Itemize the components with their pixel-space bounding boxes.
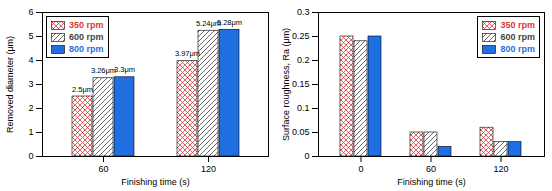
svg-text:1: 1 xyxy=(28,127,33,137)
svg-text:120: 120 xyxy=(201,164,216,174)
svg-text:0: 0 xyxy=(304,151,309,161)
svg-text:0: 0 xyxy=(358,164,363,174)
svg-text:60: 60 xyxy=(98,164,108,174)
svg-text:5: 5 xyxy=(28,31,33,41)
svg-text:0.15: 0.15 xyxy=(292,79,310,89)
svg-text:3.97μm: 3.97μm xyxy=(175,49,200,58)
html-text:350 rpm: 350 rpm xyxy=(69,20,104,30)
html-text:600 rpm: 600 rpm xyxy=(500,32,535,42)
svg-text:0: 0 xyxy=(28,151,33,161)
svg-text:Finishing time (s): Finishing time (s) xyxy=(397,177,466,187)
svg-text:60: 60 xyxy=(426,164,436,174)
svg-text:0.25: 0.25 xyxy=(292,31,310,41)
svg-text:6: 6 xyxy=(28,7,33,17)
svg-text:3.26μm: 3.26μm xyxy=(91,66,116,75)
html-text:800 rpm: 800 rpm xyxy=(500,44,535,54)
svg-text:3.3μm: 3.3μm xyxy=(114,65,135,74)
svg-text:0.05: 0.05 xyxy=(292,127,310,137)
svg-text:0.3: 0.3 xyxy=(297,7,310,17)
svg-text:3: 3 xyxy=(28,79,33,89)
svg-text:Removed diameter (μm): Removed diameter (μm) xyxy=(5,36,15,133)
html-text:600 rpm: 600 rpm xyxy=(69,32,104,42)
svg-text:4: 4 xyxy=(28,55,33,65)
svg-text:2.5μm: 2.5μm xyxy=(72,85,93,94)
svg-text:120: 120 xyxy=(493,164,508,174)
html-text:800 rpm: 800 rpm xyxy=(69,44,104,54)
svg-text:0.2: 0.2 xyxy=(297,55,310,65)
svg-text:0.1: 0.1 xyxy=(297,103,310,113)
svg-text:5.24μm: 5.24μm xyxy=(195,18,222,28)
svg-text:2: 2 xyxy=(28,103,33,113)
svg-text:Surface roughness, Ra (μm): Surface roughness, Ra (μm) xyxy=(281,28,291,141)
svg-text:5.28μm: 5.28μm xyxy=(217,18,242,27)
html-text:350 rpm: 350 rpm xyxy=(500,20,535,30)
svg-text:Finishing time (s): Finishing time (s) xyxy=(121,177,190,187)
